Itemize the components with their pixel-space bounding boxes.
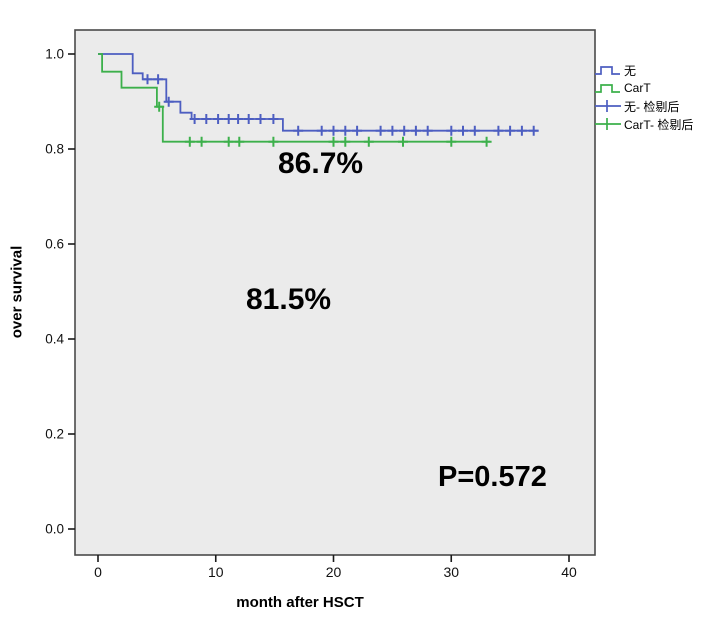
svg-text:0.4: 0.4 (45, 332, 64, 347)
tick-labels: 0 10 20 30 40 0.0 0.2 0.4 0.6 0.8 1.0 (45, 47, 577, 581)
legend-label: 无- 检剔后 (624, 99, 680, 114)
plot-frame (74, 29, 596, 556)
svg-text:0.6: 0.6 (45, 237, 64, 252)
annotation-86.7: 86.7% (278, 147, 364, 180)
svg-text:1.0: 1.0 (45, 47, 64, 62)
svg-text:0: 0 (94, 564, 102, 580)
legend-item-2: CarT (594, 79, 713, 97)
censored-plus-icon (595, 118, 621, 130)
legend-item-1: 无 (594, 61, 713, 79)
axis-ticks (68, 53, 570, 562)
censored-plus-icon (595, 100, 621, 112)
step-line-icon (595, 66, 620, 75)
annotation-81.5: 81.5% (246, 283, 332, 316)
legend-label: CarT- 检剔后 (624, 117, 694, 132)
svg-text:10: 10 (208, 564, 224, 580)
svg-text:20: 20 (326, 564, 342, 580)
svg-text:0.8: 0.8 (45, 142, 64, 157)
legend-item-3: 无- 检剔后 (594, 97, 713, 115)
svg-text:0.0: 0.0 (45, 522, 64, 537)
svg-text:0.2: 0.2 (45, 427, 64, 442)
x-axis-title: month after HSCT (236, 594, 364, 611)
annotation-pvalue: P=0.572 (438, 461, 547, 493)
legend-label: CarT (624, 81, 651, 95)
y-axis-title: over survival (8, 245, 26, 339)
svg-text:30: 30 (443, 564, 459, 580)
chart-legend: 无 CarT 无- 检剔后 CarT- 检剔后 (594, 61, 713, 133)
step-line-icon (595, 84, 620, 93)
legend-item-4: CarT- 检剔后 (594, 115, 713, 133)
censor-marks (142, 74, 539, 147)
legend-label: 无 (624, 63, 637, 78)
svg-text:40: 40 (561, 564, 577, 580)
